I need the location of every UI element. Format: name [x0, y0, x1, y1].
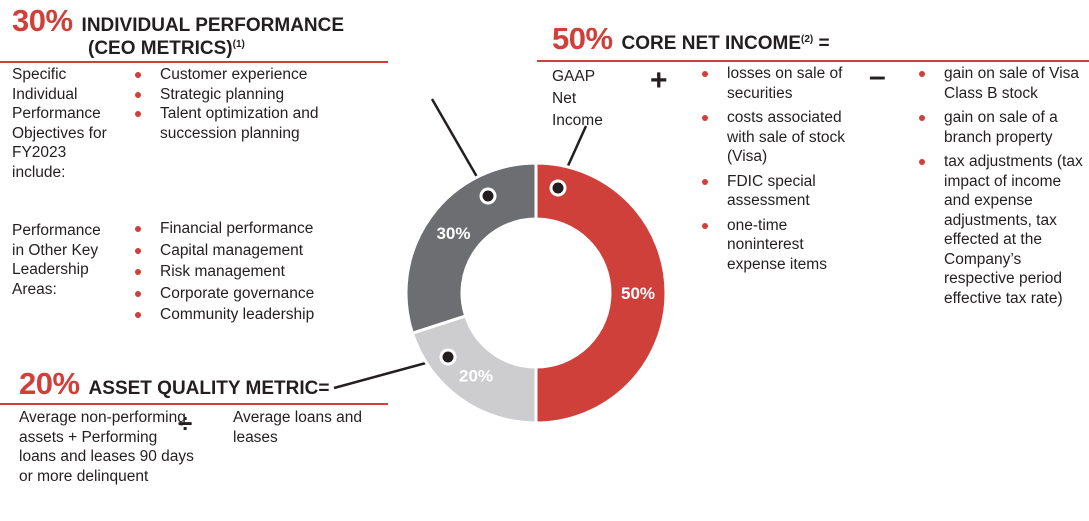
core-base: GAAP Net Income [552, 68, 603, 129]
asset-numerator: Average non-performing assets + Performi… [19, 409, 194, 485]
individual-title-line2-wrap: (CEO METRICS)(1) [88, 33, 245, 60]
list-item: gain on sale of Visa Class B stock [917, 64, 1089, 103]
core-equals: = [818, 33, 830, 54]
asset-percent: 20% [19, 366, 80, 401]
plus-operator: + [650, 64, 668, 97]
connector-lines [333, 98, 588, 390]
donut-slice-asset-quality-metric [410, 313, 538, 425]
minus-operator: – [869, 60, 886, 93]
list-item: tax adjustments (tax impact of income an… [917, 152, 1089, 308]
individual-group-list: Customer experience Strategic planning T… [133, 65, 358, 143]
divide-operator: ÷ [178, 408, 193, 438]
list-item: gain on sale of a branch property [917, 108, 1089, 147]
donut-label-asset-quality-metric: 20% [459, 367, 493, 386]
donut-slices [404, 161, 668, 425]
connector-line-asset [333, 355, 449, 390]
connector-line-core [556, 125, 588, 189]
connector-dot-individual [479, 187, 497, 205]
individual-percent: 30% [12, 3, 73, 38]
list-item: Talent optimization and succession plann… [133, 104, 358, 143]
donut-label-individual-performance: 30% [436, 224, 470, 243]
connector-dot-core [549, 179, 567, 197]
list-item: FDIC special assessment [700, 172, 860, 211]
donut-label-core-net-income: 50% [621, 284, 655, 303]
asset-denominator: Average loans and leases [233, 409, 362, 446]
individual-group-label: Specific Individual Performance Objectiv… [12, 66, 107, 181]
individual-title-line1: INDIVIDUAL PERFORMANCE [81, 15, 345, 36]
connector-line-individual [430, 98, 490, 197]
donut-slice-individual-performance [404, 161, 538, 336]
asset-title: ASSET QUALITY METRIC= [88, 378, 330, 399]
individual-group-list: Financial performance Capital management… [133, 219, 358, 325]
connector-dot-asset [439, 348, 457, 366]
donut-labels: 50% 20% 30% [436, 224, 655, 385]
core-title: CORE NET INCOME(2) = [621, 33, 830, 54]
asset-header: 20% ASSET QUALITY METRIC= [19, 366, 329, 402]
individual-rule [0, 61, 388, 63]
individual-header: 30% INDIVIDUAL PERFORMANCE [12, 3, 344, 39]
list-item: Risk management [133, 262, 358, 282]
individual-group-label: Performance in Other Key Leadership Area… [12, 222, 101, 298]
core-footnote: (2) [801, 34, 814, 45]
list-item: Strategic planning [133, 85, 358, 105]
list-item: one-time noninterest expense items [700, 216, 860, 275]
list-item: costs associated with sale of stock (Vis… [700, 108, 860, 167]
donut-slice-core-net-income [534, 161, 668, 425]
core-minus-list: gain on sale of Visa Class B stock gain … [917, 64, 1089, 308]
asset-rule [0, 403, 388, 405]
list-item: Capital management [133, 241, 358, 261]
list-item: Community leadership [133, 305, 358, 325]
core-plus-list: losses on sale of securities costs assoc… [700, 64, 860, 274]
individual-title-line2: (CEO METRICS) [88, 38, 233, 59]
list-item: losses on sale of securities [700, 64, 860, 103]
connector-dots [439, 179, 567, 366]
list-item: Corporate governance [133, 284, 358, 304]
core-rule [537, 60, 1089, 62]
list-item: Financial performance [133, 219, 358, 239]
core-header: 50% CORE NET INCOME(2) = [552, 21, 830, 57]
individual-footnote: (1) [232, 39, 245, 50]
core-percent: 50% [552, 21, 613, 56]
list-item: Customer experience [133, 65, 358, 85]
